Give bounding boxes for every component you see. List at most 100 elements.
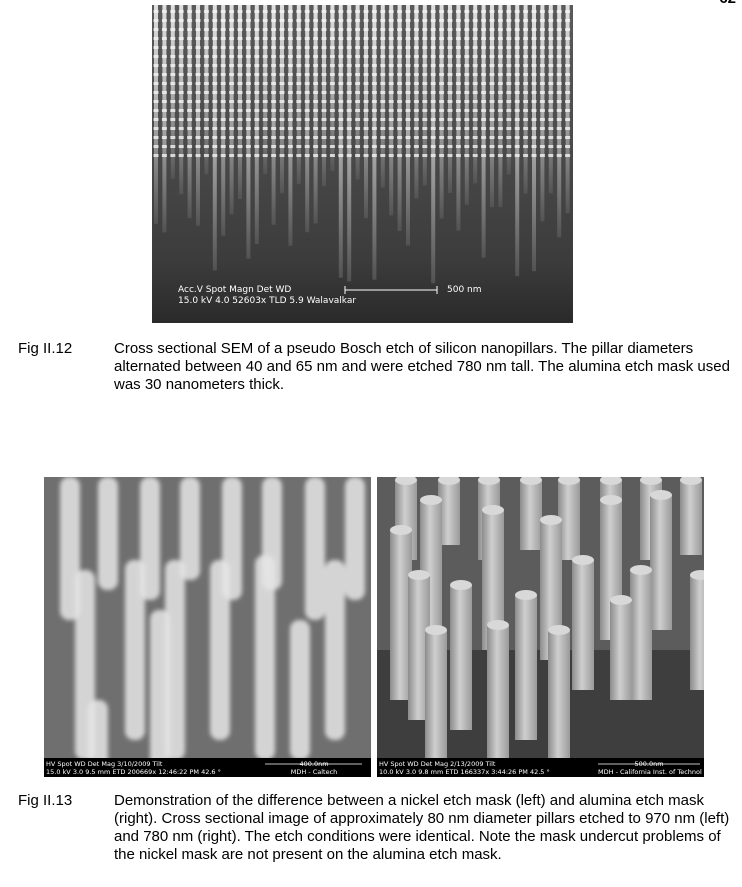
pillar <box>346 46 352 49</box>
pillar <box>355 136 361 139</box>
pillar <box>329 91 335 94</box>
pillar <box>363 109 369 112</box>
pillar <box>565 109 571 112</box>
pillar <box>245 55 251 58</box>
pillar <box>456 5 461 231</box>
pillar <box>472 19 478 22</box>
pillar <box>237 28 243 31</box>
databar-header: Acc.V Spot Magn Det WD <box>178 285 291 295</box>
pillar <box>304 82 310 85</box>
pillar <box>371 154 377 157</box>
pillar <box>288 5 293 246</box>
pillar <box>523 82 529 85</box>
pillar <box>422 145 428 148</box>
pillar <box>170 154 176 157</box>
pillar <box>355 37 361 40</box>
pillar <box>203 28 209 31</box>
pillar <box>195 91 201 94</box>
pillar <box>237 55 243 58</box>
pillar <box>287 73 293 76</box>
pillar <box>408 575 430 720</box>
pillar <box>422 28 428 31</box>
pillar <box>321 55 327 58</box>
pillar <box>329 136 335 139</box>
pillar <box>212 64 218 67</box>
pillar <box>203 46 209 49</box>
pillar <box>237 136 243 139</box>
pillar <box>455 10 461 13</box>
pillar <box>506 91 512 94</box>
pillar <box>271 82 277 85</box>
pillar <box>371 28 377 31</box>
pillar <box>481 46 487 49</box>
pillar <box>405 136 411 139</box>
pillar <box>220 91 226 94</box>
pillar <box>473 5 478 184</box>
pillar <box>556 28 562 31</box>
pillar <box>556 73 562 76</box>
pillar <box>531 100 537 103</box>
pillar <box>397 37 403 40</box>
pillar <box>180 477 200 580</box>
pillar <box>455 19 461 22</box>
pillar <box>203 91 209 94</box>
pillar <box>523 46 529 49</box>
pillar <box>422 64 428 67</box>
pillar <box>472 145 478 148</box>
pillar <box>237 82 243 85</box>
pillar <box>329 55 335 58</box>
pillar <box>565 19 571 22</box>
pillar <box>422 154 428 157</box>
pillar <box>548 19 554 22</box>
pillar <box>455 82 461 85</box>
pillar <box>680 480 702 555</box>
pillar <box>514 145 520 148</box>
pillar <box>237 145 243 148</box>
pillar <box>531 19 537 22</box>
pillar <box>523 28 529 31</box>
pillar <box>187 55 193 58</box>
pillar <box>447 136 453 139</box>
pillar <box>482 505 504 515</box>
pillar <box>548 154 554 157</box>
pillar <box>548 109 554 112</box>
pillar <box>405 145 411 148</box>
pillar <box>455 37 461 40</box>
pillar <box>363 46 369 49</box>
pillar <box>210 560 230 740</box>
pillar <box>195 55 201 58</box>
pillar <box>439 28 445 31</box>
pillar <box>229 145 235 148</box>
scale-label: 500 nm <box>447 285 482 295</box>
pillar <box>439 82 445 85</box>
pillar <box>531 154 537 157</box>
pillar <box>229 73 235 76</box>
pillar <box>220 145 226 148</box>
pillar <box>558 480 580 560</box>
pillar <box>380 127 386 130</box>
pillar <box>203 64 209 67</box>
pillar <box>565 37 571 40</box>
pillar <box>539 136 545 139</box>
pillar <box>430 37 436 40</box>
pillar <box>472 10 478 13</box>
pillar <box>338 37 344 40</box>
pillar <box>313 82 319 85</box>
pillar <box>287 127 293 130</box>
pillar <box>178 28 184 31</box>
databar-values: 10.0 kV 3.0 9.8 mm ETD 166337x 3:44:26 P… <box>379 768 550 776</box>
pillar <box>450 580 472 590</box>
pillar <box>388 19 394 22</box>
pillar <box>346 37 352 40</box>
pillar <box>388 154 394 157</box>
pillar <box>405 28 411 31</box>
pillar <box>574 145 579 148</box>
pillar <box>363 91 369 94</box>
pillar <box>195 28 201 31</box>
pillar <box>262 154 268 157</box>
pillar <box>464 91 470 94</box>
pillar <box>380 19 386 22</box>
pillar <box>287 10 293 13</box>
pillar <box>531 136 537 139</box>
pillar <box>574 127 579 130</box>
